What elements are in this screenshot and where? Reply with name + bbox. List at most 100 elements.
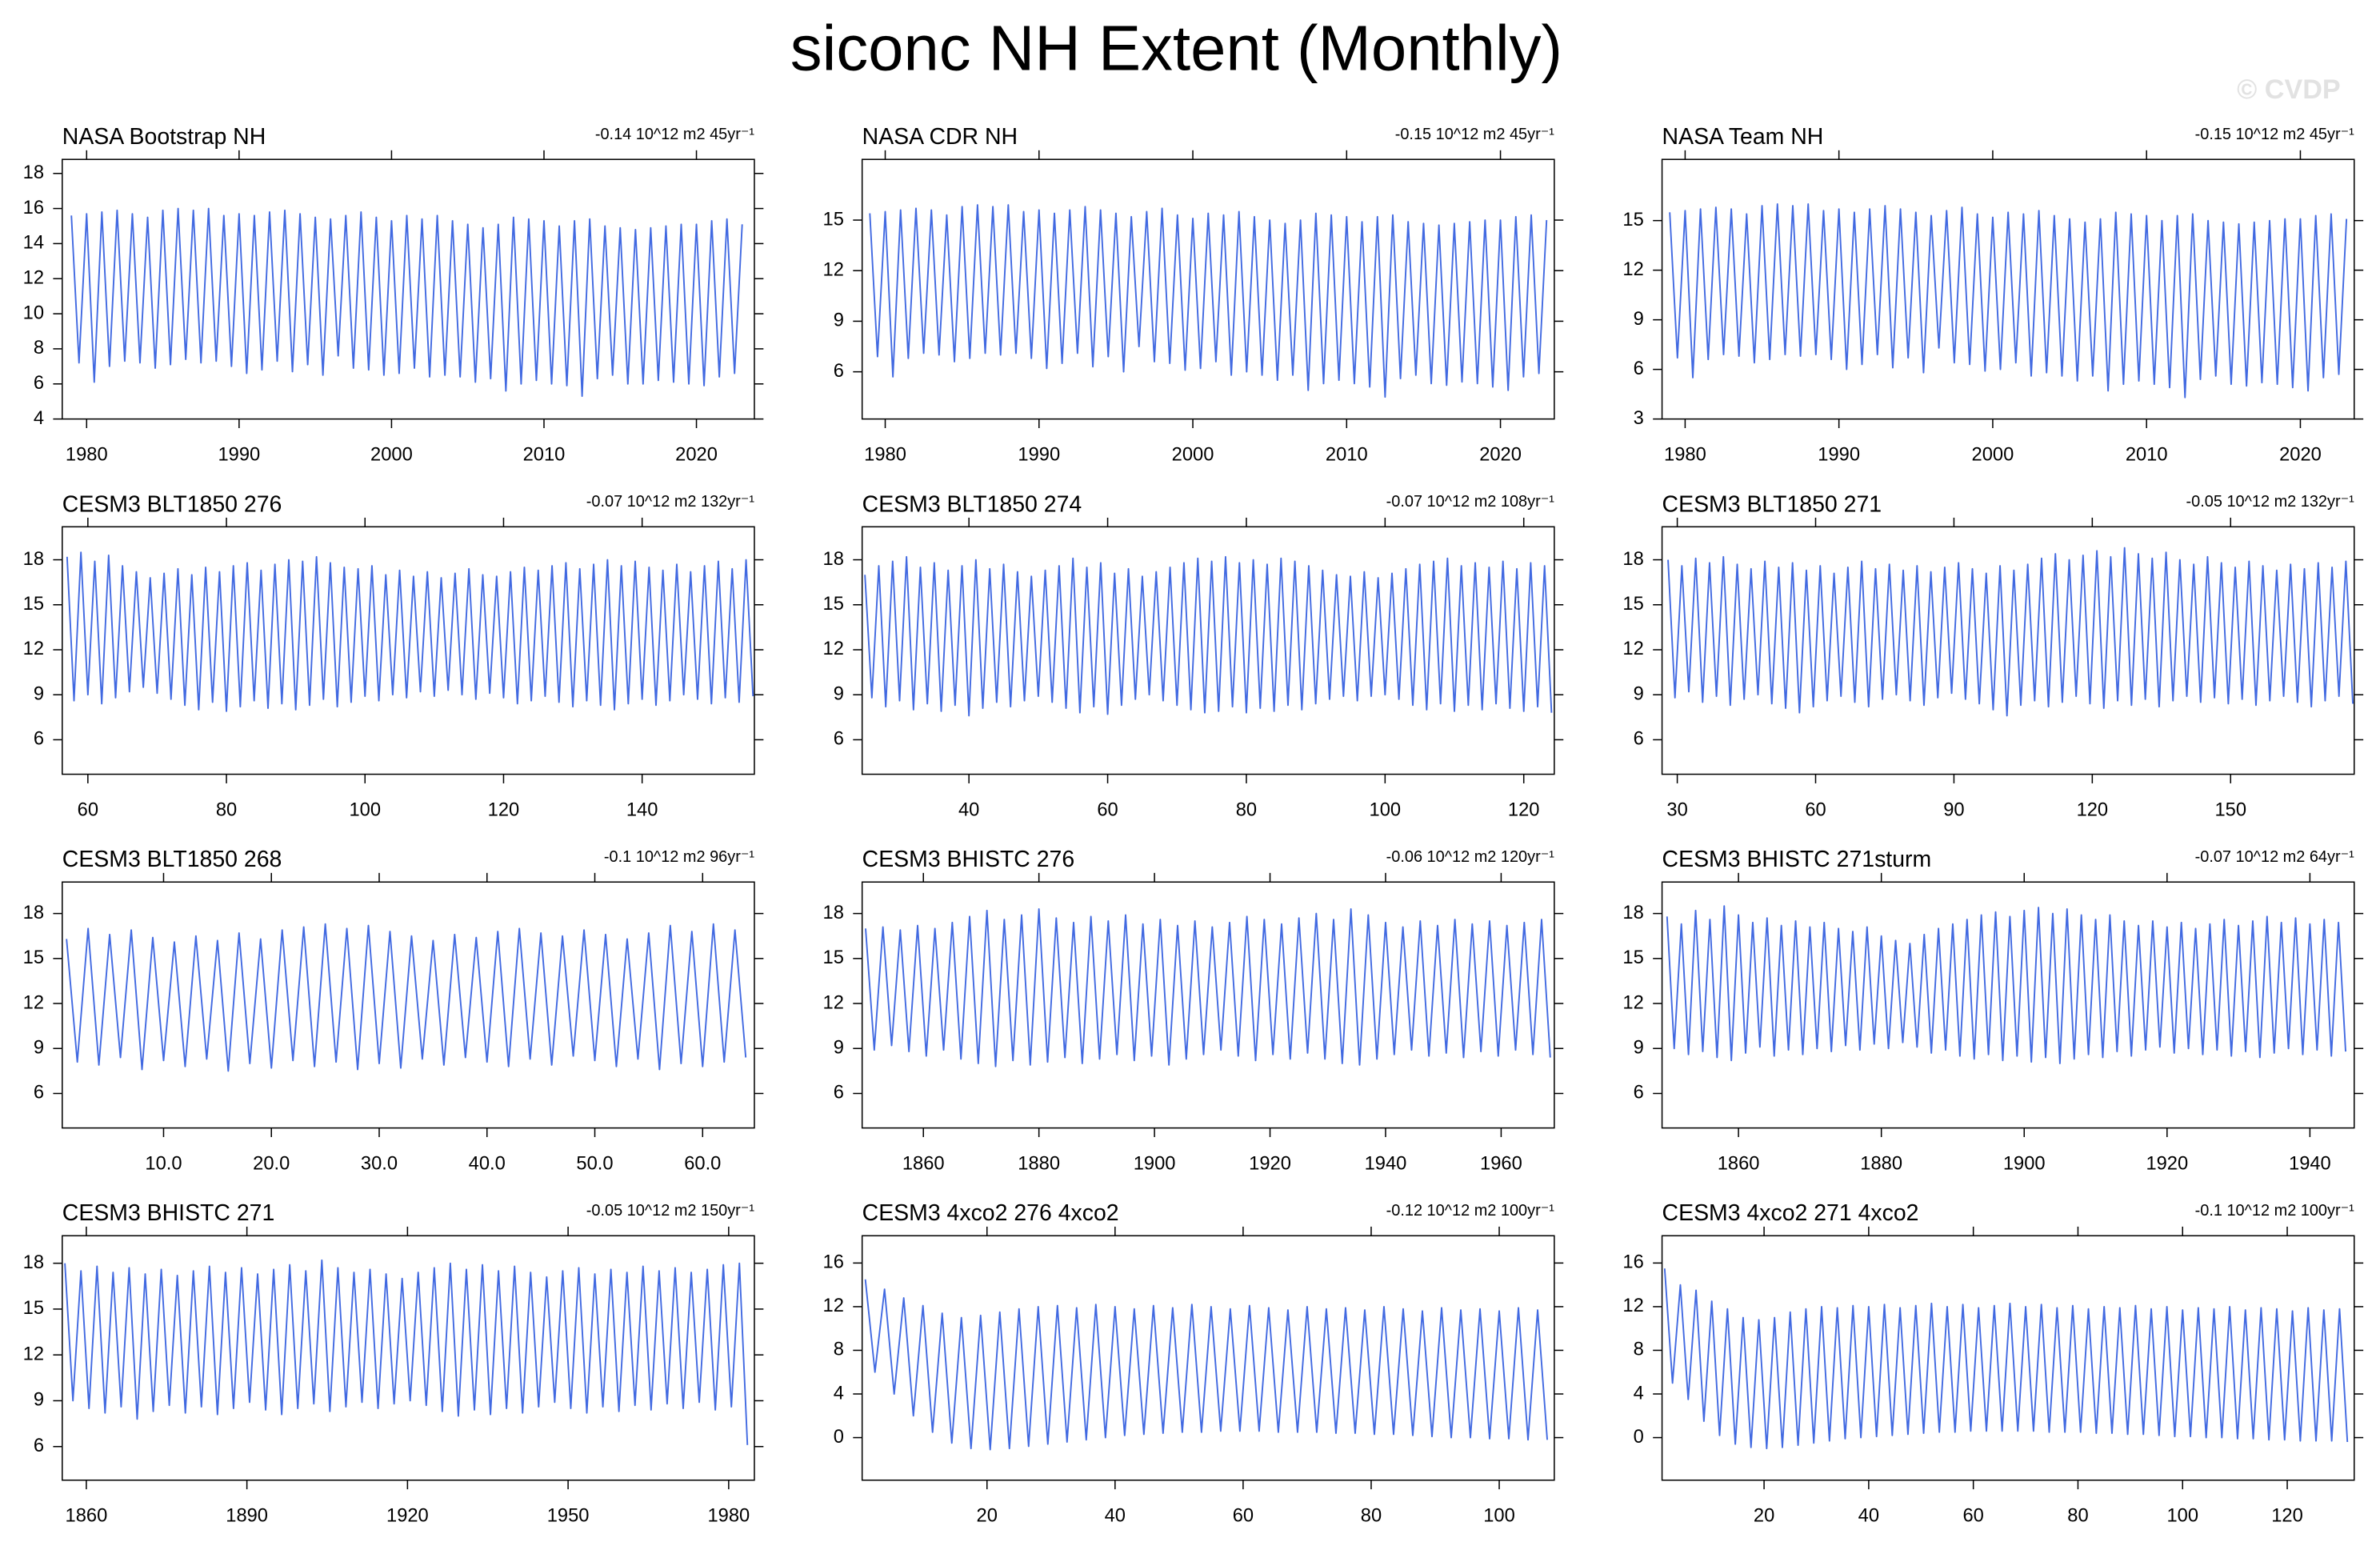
- x-tick-label: 30: [1666, 799, 1687, 820]
- x-tick-label: 60.0: [684, 1153, 721, 1174]
- x-tick-label: 40.0: [469, 1153, 506, 1174]
- x-tick-label: 1950: [547, 1506, 590, 1527]
- y-tick-label: 3: [1634, 408, 1644, 429]
- x-tick-label: 60: [1805, 799, 1826, 820]
- x-tick-label: 2020: [675, 444, 718, 465]
- panel: CESM3 BHISTC 271 -0.05 10^12 m2 150yr⁻¹ 6 9…: [23, 1200, 764, 1527]
- trend-label: -0.1 10^12 m2 96yr⁻¹: [604, 848, 754, 866]
- panel-title: CESM3 BLT1850 268: [62, 847, 282, 872]
- y-tick-label: 15: [823, 594, 844, 615]
- figure-title: siconc NH Extent (Monthly): [790, 12, 1562, 83]
- x-tick-label: 1990: [1818, 444, 1860, 465]
- x-tick-label: 1980: [66, 444, 108, 465]
- x-tick-label: 60: [1097, 799, 1118, 820]
- x-tick-label: 30.0: [361, 1153, 398, 1174]
- y-tick-label: 6: [834, 729, 844, 750]
- panel: NASA Bootstrap NH -0.14 10^12 m2 45yr⁻¹ 4 6…: [23, 124, 764, 465]
- x-tick-label: 60: [78, 799, 98, 820]
- y-tick-label: 12: [23, 1344, 44, 1364]
- y-tick-label: 6: [834, 361, 844, 382]
- x-tick-label: 1920: [1249, 1153, 1291, 1174]
- x-tick-label: 80: [1236, 799, 1257, 820]
- x-tick-label: 1980: [864, 444, 906, 465]
- y-tick-label: 18: [23, 903, 44, 923]
- y-tick-label: 15: [1622, 947, 1643, 968]
- y-tick-label: 15: [1622, 210, 1643, 230]
- y-tick-label: 9: [1634, 309, 1644, 330]
- y-tick-label: 15: [23, 947, 44, 968]
- data-line: [66, 923, 747, 1072]
- y-tick-label: 15: [823, 209, 844, 230]
- y-tick-label: 10: [23, 302, 44, 323]
- x-tick-label: 1940: [2289, 1153, 2331, 1174]
- data-line: [1669, 203, 2348, 399]
- y-tick-label: 4: [1634, 1383, 1644, 1404]
- y-tick-label: 9: [1634, 683, 1644, 704]
- y-tick-label: 18: [23, 162, 44, 183]
- x-tick-label: 60: [1962, 1506, 1983, 1527]
- y-tick-label: 15: [23, 1298, 44, 1319]
- plot-frame: [62, 1235, 755, 1481]
- x-tick-label: 2010: [523, 444, 566, 465]
- y-tick-label: 12: [1622, 639, 1643, 659]
- x-tick-label: 120: [1508, 799, 1540, 820]
- y-tick-label: 12: [823, 639, 844, 659]
- y-tick-label: 12: [1622, 259, 1643, 280]
- x-tick-label: 1900: [1134, 1153, 1176, 1174]
- y-tick-label: 18: [1622, 549, 1643, 570]
- x-tick-label: 1900: [2003, 1153, 2046, 1174]
- x-tick-label: 1880: [1860, 1153, 1902, 1174]
- x-tick-label: 1990: [1018, 444, 1060, 465]
- plot-frame: [861, 1235, 1555, 1481]
- x-tick-label: 20.0: [253, 1153, 290, 1174]
- x-tick-label: 120: [488, 799, 520, 820]
- y-tick-label: 4: [34, 408, 44, 429]
- trend-label: -0.07 10^12 m2 132yr⁻¹: [586, 493, 755, 511]
- x-tick-label: 1920: [2146, 1153, 2188, 1174]
- plot-frame: [1661, 158, 2355, 420]
- x-tick-label: 2000: [1172, 444, 1214, 465]
- x-tick-label: 2000: [1972, 444, 2014, 465]
- plot-frame: [1661, 526, 2355, 775]
- panel: NASA Team NH -0.15 10^12 m2 45yr⁻¹ 3 6 9 12 15…: [1622, 124, 2364, 465]
- y-tick-label: 18: [823, 903, 844, 923]
- y-tick-label: 18: [23, 549, 44, 570]
- x-tick-label: 10.0: [145, 1153, 182, 1174]
- y-tick-label: 12: [823, 1296, 844, 1316]
- y-tick-label: 8: [34, 338, 44, 358]
- x-tick-label: 20: [1754, 1506, 1774, 1527]
- data-line: [66, 551, 754, 712]
- x-tick-label: 1960: [1480, 1153, 1522, 1174]
- data-line: [1663, 1268, 2349, 1450]
- panel-title: NASA Bootstrap NH: [62, 124, 266, 150]
- trend-label: -0.15 10^12 m2 45yr⁻¹: [2195, 126, 2354, 143]
- y-tick-label: 6: [34, 1083, 44, 1103]
- x-tick-label: 20: [977, 1506, 998, 1527]
- x-tick-label: 100: [1370, 799, 1402, 820]
- x-tick-label: 2020: [2279, 444, 2322, 465]
- plot-frame: [62, 158, 755, 420]
- y-tick-label: 9: [34, 1390, 44, 1411]
- y-tick-label: 6: [1634, 1083, 1644, 1103]
- y-tick-label: 18: [1622, 903, 1643, 923]
- panel-title: CESM3 BLT1850 271: [1662, 491, 1882, 517]
- y-tick-label: 12: [823, 992, 844, 1013]
- x-tick-label: 1880: [1018, 1153, 1060, 1174]
- x-tick-label: 1940: [1365, 1153, 1407, 1174]
- x-tick-label: 40: [958, 799, 979, 820]
- plot-frame: [62, 526, 755, 775]
- x-tick-label: 2010: [1326, 444, 1368, 465]
- data-line: [864, 555, 1553, 717]
- x-tick-label: 90: [1943, 799, 1964, 820]
- panel: NASA CDR NH -0.15 10^12 m2 45yr⁻¹ 6 9 12 15 19…: [823, 124, 1564, 465]
- x-tick-label: 1920: [386, 1506, 429, 1527]
- panel: CESM3 BLT1850 274 -0.07 10^12 m2 108yr⁻¹ 6…: [823, 491, 1564, 820]
- trend-label: -0.12 10^12 m2 100yr⁻¹: [1386, 1202, 1555, 1220]
- x-tick-label: 100: [349, 799, 381, 820]
- y-tick-label: 12: [1622, 1296, 1643, 1316]
- plot-frame: [1661, 881, 2355, 1129]
- x-tick-label: 60: [1233, 1506, 1254, 1527]
- x-tick-label: 1860: [902, 1153, 945, 1174]
